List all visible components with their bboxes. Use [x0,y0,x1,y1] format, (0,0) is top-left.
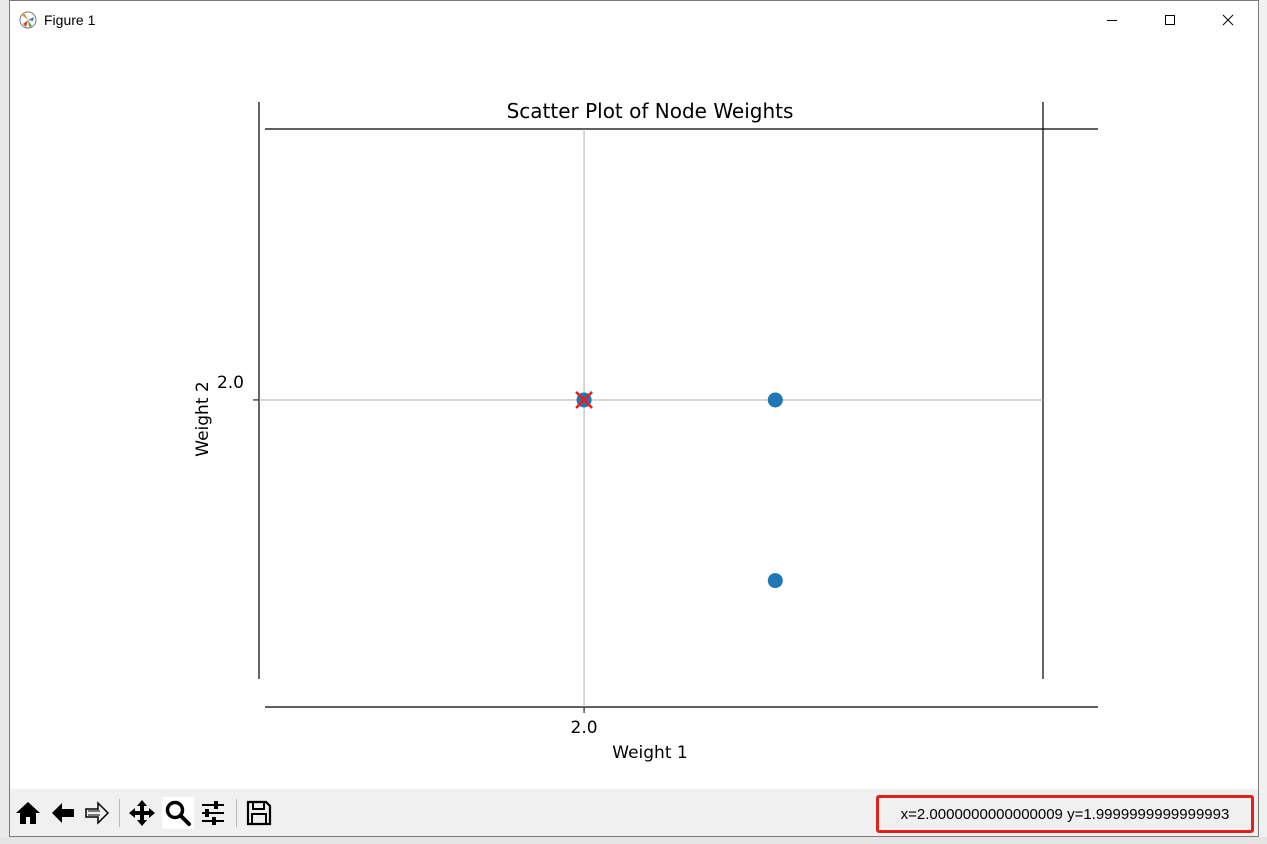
axis-ticks: 2.0 2.0 [217,373,598,738]
maximize-button[interactable] [1141,1,1199,39]
window-title: Figure 1 [44,12,96,28]
arrow-right-icon [85,801,110,825]
x-tick-label: 2.0 [571,718,598,738]
arrow-left-icon [52,803,74,823]
save-button[interactable] [243,797,275,829]
chart-title: Scatter Plot of Node Weights [507,99,794,123]
title-bar[interactable]: Figure 1 [10,1,1258,39]
y-axis-label: Weight 2 [193,381,213,456]
scatter-point[interactable] [767,573,783,589]
minimize-button[interactable] [1083,1,1141,39]
maximize-icon [1165,15,1175,25]
minimize-icon [1107,20,1117,21]
figure-canvas[interactable]: 2.0 2.0 Scatter Plot of Node Weights Weig… [10,39,1258,789]
x-axis-label: Weight 1 [612,743,687,763]
grid-lines [259,129,1043,707]
forward-button[interactable] [81,797,113,829]
scatter-point[interactable] [767,392,783,408]
home-button[interactable] [12,797,44,829]
toolbar-separator [236,799,237,827]
magnifier-icon [165,800,191,826]
pan-button[interactable] [126,797,158,829]
desktop-background-bottom [0,837,1267,844]
figure-window: Figure 1 2.0 2.0 Scatter Plot of Node Wei… [9,0,1259,837]
home-icon [16,802,40,824]
desktop-background-right [1259,0,1267,844]
configure-subplots-button[interactable] [197,797,229,829]
zoom-button[interactable] [162,797,194,829]
cursor-coordinates: x=2.0000000000000009 y=1.999999999999999… [876,795,1254,833]
data-points [575,391,783,589]
y-tick-label: 2.0 [217,373,244,393]
back-button[interactable] [47,797,79,829]
close-button[interactable] [1199,1,1257,39]
desktop-background-left [0,0,9,844]
selected-point-marker [575,391,593,409]
scatter-chart[interactable]: 2.0 2.0 Scatter Plot of Node Weights Weig… [10,39,1258,789]
close-icon [1222,14,1234,26]
sliders-icon [202,801,224,825]
move-icon [129,800,155,826]
matplotlib-app-icon [19,11,37,29]
save-icon [246,800,272,826]
navigation-toolbar: x=2.0000000000000009 y=1.999999999999999… [10,789,1258,836]
toolbar-separator [119,799,120,827]
